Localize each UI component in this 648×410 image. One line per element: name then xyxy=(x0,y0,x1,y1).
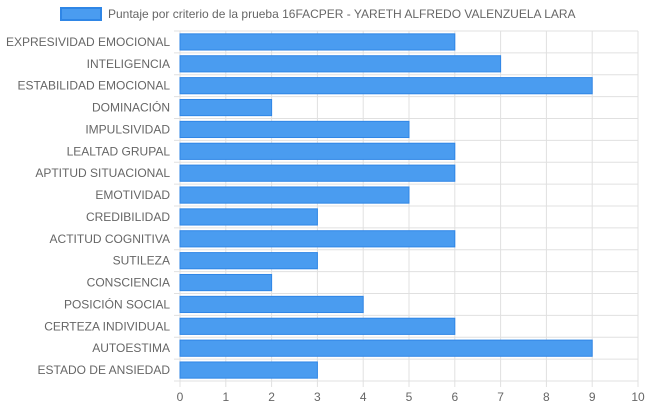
x-tick-label: 3 xyxy=(314,390,321,404)
category-label: LEALTAD GRUPAL xyxy=(67,144,171,158)
category-label: ESTADO DE ANSIEDAD xyxy=(38,363,171,377)
category-label: ACTITUD COGNITIVA xyxy=(50,232,170,246)
x-tick-label: 0 xyxy=(177,390,184,404)
category-label: AUTOESTIMA xyxy=(92,341,170,355)
category-label: INTELIGENCIA xyxy=(87,57,170,71)
x-tick-label: 10 xyxy=(631,390,645,404)
category-label: DOMINACIÓN xyxy=(92,100,170,115)
bar[interactable] xyxy=(179,120,410,139)
bar[interactable] xyxy=(179,33,456,51)
bar[interactable] xyxy=(179,55,502,73)
bar[interactable] xyxy=(179,252,318,270)
bars xyxy=(179,33,593,379)
bar[interactable] xyxy=(179,77,593,95)
legend-swatch xyxy=(60,7,102,21)
bar[interactable] xyxy=(179,186,410,204)
x-tick-label: 4 xyxy=(360,390,367,404)
category-label: SUTILEZA xyxy=(113,254,170,268)
x-tick-label: 7 xyxy=(497,390,504,404)
category-label: EXPRESIVIDAD EMOCIONAL xyxy=(6,35,170,49)
bar[interactable] xyxy=(179,361,318,379)
x-tick-label: 5 xyxy=(406,390,413,404)
category-label: EMOTIVIDAD xyxy=(95,188,170,202)
bar[interactable] xyxy=(179,208,318,226)
category-label: ESTABILIDAD EMOCIONAL xyxy=(18,79,171,93)
category-label: CERTEZA INDIVIDUAL xyxy=(44,319,170,333)
category-label: CREDIBILIDAD xyxy=(86,210,170,224)
bar[interactable] xyxy=(179,273,273,292)
bar[interactable] xyxy=(179,317,456,335)
x-tick-label: 9 xyxy=(589,390,596,404)
bar[interactable] xyxy=(179,98,273,117)
category-label: CONSCIENCIA xyxy=(87,276,170,290)
bar[interactable] xyxy=(179,164,456,182)
bar[interactable] xyxy=(179,142,456,160)
legend-label: Puntaje por criterio de la prueba 16FACP… xyxy=(108,7,576,21)
category-labels: EXPRESIVIDAD EMOCIONAL INTELIGENCIA ESTABI… xyxy=(6,35,170,377)
x-tick-label: 8 xyxy=(543,390,550,404)
x-tick-labels: 0 1 2 3 4 5 6 7 8 9 10 xyxy=(177,390,645,404)
x-tick-label: 2 xyxy=(268,390,275,404)
x-tick-label: 6 xyxy=(451,390,458,404)
legend[interactable]: Puntaje por criterio de la prueba 16FACP… xyxy=(60,7,576,21)
bar[interactable] xyxy=(179,230,456,248)
bar[interactable] xyxy=(179,339,593,357)
x-tick-label: 1 xyxy=(222,390,229,404)
category-label: APTITUD SITUACIONAL xyxy=(35,166,170,180)
bar[interactable] xyxy=(179,295,364,314)
category-label: POSICIÓN SOCIAL xyxy=(64,296,170,311)
category-label: IMPULSIVIDAD xyxy=(85,122,170,136)
